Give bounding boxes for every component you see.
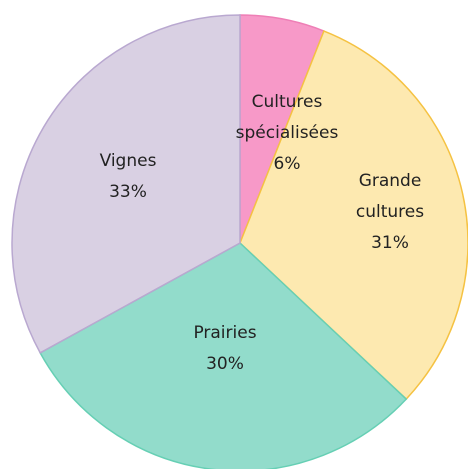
slice-label: Grande cultures 31% xyxy=(335,166,445,259)
category-label: Vignes xyxy=(99,151,157,171)
slice-label: Prairies 30% xyxy=(165,318,285,380)
slice-label: Cultures spécialisées 6% xyxy=(227,87,347,180)
category-label: Grande cultures xyxy=(355,171,425,222)
category-label: Prairies xyxy=(193,323,257,343)
value-label: 30% xyxy=(206,354,244,374)
value-label: 6% xyxy=(273,154,301,174)
pie-slice xyxy=(239,30,468,401)
pie-slice xyxy=(39,242,408,469)
value-label: 33% xyxy=(109,182,147,202)
value-label: 31% xyxy=(371,233,409,253)
slice-label: Vignes 33% xyxy=(68,146,188,208)
pie-slice xyxy=(11,14,241,354)
category-label: Cultures spécialisées xyxy=(235,92,339,143)
